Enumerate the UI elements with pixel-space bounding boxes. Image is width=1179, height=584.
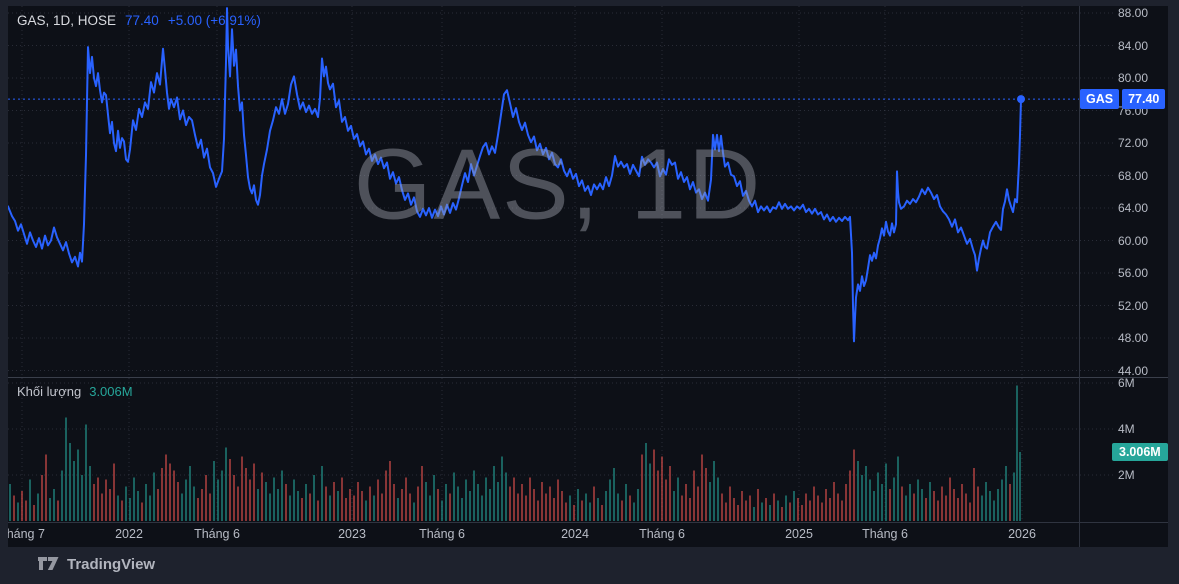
price-tick-label: 44.00 [1118, 363, 1149, 378]
volume-badge: 3.006M [1112, 442, 1168, 461]
time-tick-label: Tháng 6 [419, 527, 465, 541]
volume-legend-value: 3.006M [89, 384, 133, 399]
footer-bar: TradingView [38, 556, 155, 573]
tradingview-logo-icon [38, 557, 59, 570]
tradingview-brand-link[interactable]: TradingView [67, 556, 156, 573]
last-price-badge: GAS 77.40 [1080, 89, 1166, 110]
price-tick-label: 52.00 [1118, 298, 1149, 313]
legend-symbol-text: GAS, 1D, HOSE [17, 13, 117, 28]
price-tick-label: 68.00 [1118, 168, 1149, 183]
volume-legend-label: Khối lượng [17, 384, 82, 399]
time-tick-label: Tháng 6 [862, 527, 908, 541]
time-tick-label: 2025 [785, 527, 813, 541]
price-volume-chart-canvas[interactable] [8, 6, 1168, 547]
price-tick-label: 80.00 [1118, 71, 1149, 85]
price-tick-label: 72.00 [1118, 136, 1149, 150]
time-tick-label: 2026 [1008, 527, 1036, 541]
legend-change: +5.00 (+6.91%) [167, 13, 261, 28]
price-tick-label: 56.00 [1118, 266, 1149, 280]
volume-legend[interactable]: Khối lượng 3.006M [17, 384, 133, 399]
time-tick-label: Tháng 7 [8, 527, 45, 541]
price-badge-symbol: GAS [1080, 89, 1120, 110]
volume-tick-label: 4M [1118, 422, 1135, 436]
price-tick-label: 48.00 [1118, 331, 1149, 345]
price-tick-label: 60.00 [1118, 233, 1149, 248]
price-badge-value: 77.40 [1122, 89, 1166, 110]
price-tick-label: 88.00 [1118, 6, 1149, 20]
time-tick-label: 2024 [561, 527, 589, 541]
legend-last-price: 77.40 [125, 13, 159, 28]
time-tick-label: Tháng 6 [639, 527, 685, 541]
time-tick-label: Tháng 6 [194, 527, 240, 541]
chart-area[interactable]: GAS, 1D GAS, 1D, HOSE 77.40 +5.00 (+6.91… [8, 6, 1168, 547]
price-tick-label: 64.00 [1118, 201, 1149, 215]
volume-tick-label: 2M [1118, 468, 1135, 482]
price-tick-label: 84.00 [1118, 38, 1149, 53]
symbol-legend[interactable]: GAS, 1D, HOSE 77.40 +5.00 (+6.91%) [17, 13, 261, 28]
volume-tick-label: 6M [1118, 376, 1135, 390]
time-tick-label: 2023 [338, 527, 366, 541]
time-tick-label: 2022 [115, 527, 143, 541]
